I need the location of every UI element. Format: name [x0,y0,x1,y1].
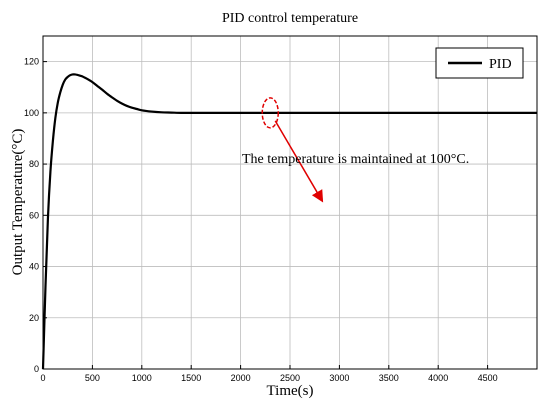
x-tick-label: 1000 [132,373,152,383]
x-tick-label: 1500 [181,373,201,383]
annotation: The temperature is maintained at 100°C. [242,97,469,203]
annotation-text: The temperature is maintained at 100°C. [242,152,469,167]
y-tick-label: 100 [24,108,39,118]
annotation-ellipse [261,97,279,129]
x-tick-label: 4000 [428,373,448,383]
y-tick-label: 0 [34,364,39,374]
chart-title: PID control temperature [222,11,358,26]
x-tick-label: 0 [40,373,45,383]
x-tick-label: 3000 [329,373,349,383]
y-tick-label: 80 [29,159,39,169]
x-tick-label: 500 [85,373,100,383]
x-tick-label: 4500 [478,373,498,383]
y-tick-label: 120 [24,57,39,67]
y-tick-label: 40 [29,262,39,272]
x-tick-label: 2000 [231,373,251,383]
y-axis-label: Output Temperature(°C) [10,129,26,276]
y-tick-label: 60 [29,210,39,220]
legend-label-pid: PID [489,57,512,72]
legend: PID [435,47,524,79]
plot-frame [42,35,538,370]
x-axis-label: Time(s) [267,383,314,399]
series-layer [41,73,537,370]
x-tick-label: 2500 [280,373,300,383]
annotation-arrow [274,120,324,203]
y-tick-label: 20 [29,313,39,323]
series-line-pid [41,73,537,370]
axis-ticks: 0 500 1000 1500 2000 2500 3000 3500 4000 4500 0 20 4… [24,57,498,383]
x-tick-label: 3500 [379,373,399,383]
